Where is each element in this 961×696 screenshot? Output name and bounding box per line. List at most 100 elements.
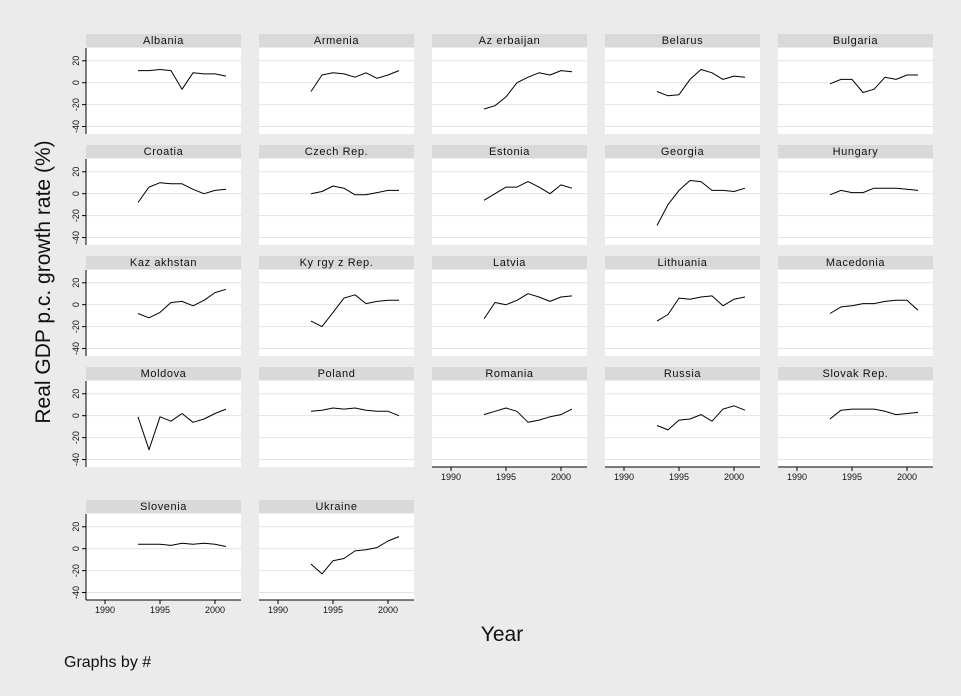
series-line-kaz-akhstan — [137, 288, 227, 319]
panel-poland: Poland — [259, 367, 414, 467]
y-tick-label: 20 — [71, 167, 81, 177]
panel-czech-rep: Czech Rep. — [259, 145, 414, 245]
series-line-armenia — [310, 70, 400, 92]
panel-title-strip — [259, 256, 414, 269]
panel-title-strip — [86, 34, 241, 47]
series-line-slovenia — [138, 542, 227, 547]
series-line-estonia — [483, 181, 573, 201]
panel-title: Albania — [143, 35, 184, 47]
panel-title: Russia — [664, 368, 702, 380]
panel-ukraine: Ukraine 1990 1995 2000 — [259, 500, 414, 615]
panel-lithuania: Lithuania — [605, 256, 760, 356]
y-tick-label: 20 — [71, 389, 81, 399]
plot-area — [432, 48, 587, 134]
panel-georgia: Georgia — [605, 145, 760, 245]
plot-area — [778, 159, 933, 245]
panel-romania: Romania 1990 1995 2000 — [432, 367, 587, 482]
series-line-ukraine — [310, 536, 400, 575]
plot-area — [86, 514, 241, 600]
panel-title-strip — [778, 256, 933, 269]
panel-title-strip — [432, 145, 587, 158]
panel-title-strip — [778, 145, 933, 158]
panel-title: Belarus — [662, 35, 704, 47]
panel-title: Hungary — [833, 146, 879, 158]
panel-title: Armenia — [314, 35, 359, 47]
panel-title: Lithuania — [657, 257, 707, 269]
x-tick-label: 1995 — [842, 472, 862, 482]
panel-title: Bulgaria — [833, 35, 878, 47]
panel-title: Slovenia — [140, 501, 187, 513]
y-tick-label: -20 — [71, 209, 81, 222]
y-tick-label: 0 — [71, 80, 81, 85]
panel-belarus: Belarus — [605, 34, 760, 134]
plot-area — [778, 48, 933, 134]
panel-title-strip — [432, 256, 587, 269]
plot-area — [432, 159, 587, 245]
panel-title: Czech Rep. — [305, 146, 368, 158]
plot-area — [778, 270, 933, 356]
series-line-russia — [656, 405, 746, 431]
series-line-croatia — [137, 182, 227, 203]
series-line-poland — [310, 407, 400, 417]
panel-slovak-rep: Slovak Rep. 1990 1995 2000 — [778, 367, 933, 482]
x-tick-label: 1990 — [268, 605, 288, 615]
panel-title-strip — [86, 256, 241, 269]
x-tick-label: 2000 — [378, 605, 398, 615]
panel-title: Az erbaijan — [479, 35, 541, 47]
panel-albania: Albania 20 0 -20 -40 — [71, 34, 241, 134]
panel-estonia: Estonia — [432, 145, 587, 245]
series-line-georgia — [656, 180, 746, 226]
plot-area — [605, 48, 760, 134]
panel-az-erbaijan: Az erbaijan — [432, 34, 587, 134]
panel-title: Slovak Rep. — [823, 368, 889, 380]
panel-croatia: Croatia 20 0 -20 -40 — [71, 145, 241, 245]
x-tick-label: 1990 — [614, 472, 634, 482]
panel-title: Croatia — [144, 146, 184, 158]
y-tick-label: 0 — [71, 546, 81, 551]
y-tick-label: 20 — [71, 56, 81, 66]
series-line-macedonia — [829, 299, 919, 314]
panel-title-strip — [86, 367, 241, 380]
plot-area — [86, 48, 241, 134]
x-tick-label: 1995 — [323, 605, 343, 615]
series-line-hungary — [829, 187, 919, 196]
panel-title-strip — [86, 500, 241, 513]
panel-title-strip — [259, 145, 414, 158]
series-line-belarus — [656, 69, 746, 97]
plot-area — [259, 381, 414, 467]
series-line-latvia — [483, 293, 573, 320]
panel-title: Kaz akhstan — [130, 257, 197, 269]
y-tick-label: -40 — [71, 231, 81, 244]
x-tick-label: 1990 — [787, 472, 807, 482]
panel-title-strip — [778, 367, 933, 380]
x-tick-label: 2000 — [897, 472, 917, 482]
series-line-slovak-rep — [829, 408, 919, 420]
panel-russia: Russia 1990 1995 2000 — [605, 367, 760, 482]
panel-title-strip — [778, 34, 933, 47]
panel-title-strip — [86, 145, 241, 158]
panel-armenia: Armenia — [259, 34, 414, 134]
series-line-ky-rgy-z-rep — [310, 294, 399, 328]
chart-panels: Albania 20 0 -20 -40 Armenia Az erbaijan Belaru… — [71, 34, 933, 615]
y-tick-label: 0 — [71, 191, 81, 196]
panel-title: Macedonia — [826, 257, 885, 269]
panel-title-strip — [432, 367, 587, 380]
panel-hungary: Hungary — [778, 145, 933, 245]
x-tick-label: 1990 — [441, 472, 461, 482]
panel-title-strip — [605, 256, 760, 269]
series-line-bulgaria — [829, 74, 918, 93]
plot-area — [605, 159, 760, 245]
x-tick-label: 2000 — [205, 605, 225, 615]
x-tick-label: 2000 — [724, 472, 744, 482]
y-tick-label: -40 — [71, 342, 81, 355]
panel-title-strip — [605, 367, 760, 380]
graphs-by-note: Graphs by # — [64, 654, 151, 671]
series-line-moldova — [137, 408, 227, 451]
panel-title-strip — [259, 367, 414, 380]
series-line-lithuania — [656, 295, 746, 322]
series-line-albania — [138, 69, 227, 90]
plot-area — [86, 381, 241, 467]
plot-area — [259, 270, 414, 356]
panel-title: Ky rgy z Rep. — [300, 257, 374, 269]
